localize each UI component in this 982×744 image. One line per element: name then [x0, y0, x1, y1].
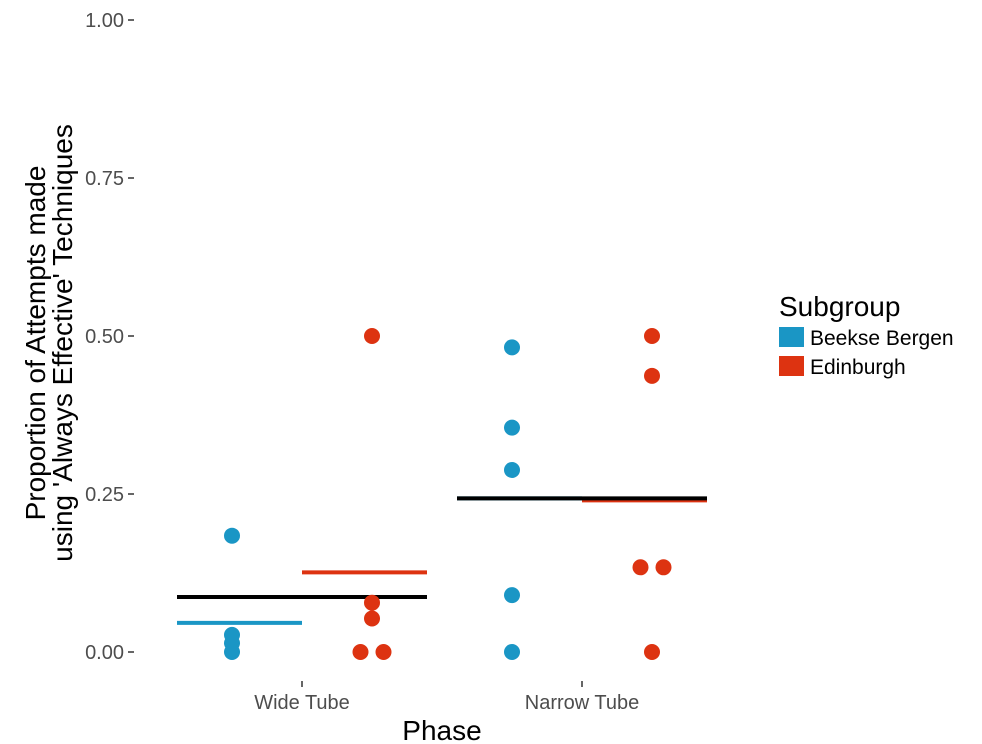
data-point-edinburgh	[364, 328, 380, 344]
data-point-beekse-bergen	[224, 644, 240, 660]
data-point-edinburgh	[644, 367, 660, 384]
data-point-beekse-bergen	[504, 461, 520, 478]
y-axis: 0.00 0.25 0.50 0.75 1.00	[85, 10, 134, 664]
data-point-edinburgh	[364, 594, 380, 611]
legend-label-beekse-bergen: Beekse Bergen	[810, 327, 954, 350]
data-point-beekse-bergen	[504, 644, 520, 660]
legend-key-edinburgh	[779, 356, 804, 376]
data-point-beekse-bergen	[504, 419, 520, 436]
y-axis-title-line-1: Proportion of Attempts made	[20, 166, 51, 521]
data-points	[224, 328, 672, 660]
data-point-edinburgh	[644, 328, 660, 344]
y-axis-title-line-2: using 'Always Effective' Techniques	[47, 124, 78, 562]
legend-title: Subgroup	[779, 291, 900, 322]
mean-lines	[177, 496, 707, 625]
x-tick-label: Wide Tube	[254, 692, 350, 714]
data-point-edinburgh	[364, 610, 380, 627]
data-point-edinburgh	[375, 644, 392, 660]
legend-key-beekse-bergen	[779, 327, 804, 347]
data-point-beekse-bergen	[224, 527, 240, 544]
data-point-edinburgh	[352, 644, 369, 660]
y-tick-label: 0.50	[85, 326, 124, 348]
legend-label-edinburgh: Edinburgh	[810, 356, 906, 379]
x-axis: Wide Tube Narrow Tube	[254, 681, 639, 714]
data-point-beekse-bergen	[504, 339, 520, 356]
x-tick-label: Narrow Tube	[525, 692, 640, 714]
legend: Subgroup Beekse Bergen Edinburgh	[779, 291, 954, 379]
y-axis-title: Proportion of Attempts made using 'Alway…	[20, 124, 78, 562]
data-point-edinburgh	[632, 559, 649, 576]
x-axis-title: Phase	[402, 715, 481, 744]
data-point-edinburgh	[644, 644, 660, 660]
y-tick-label: 0.75	[85, 168, 124, 190]
y-tick-label: 1.00	[85, 10, 124, 32]
y-tick-label: 0.00	[85, 642, 124, 664]
data-point-edinburgh	[655, 559, 672, 576]
y-tick-label: 0.25	[85, 484, 124, 506]
data-point-beekse-bergen	[504, 587, 520, 604]
